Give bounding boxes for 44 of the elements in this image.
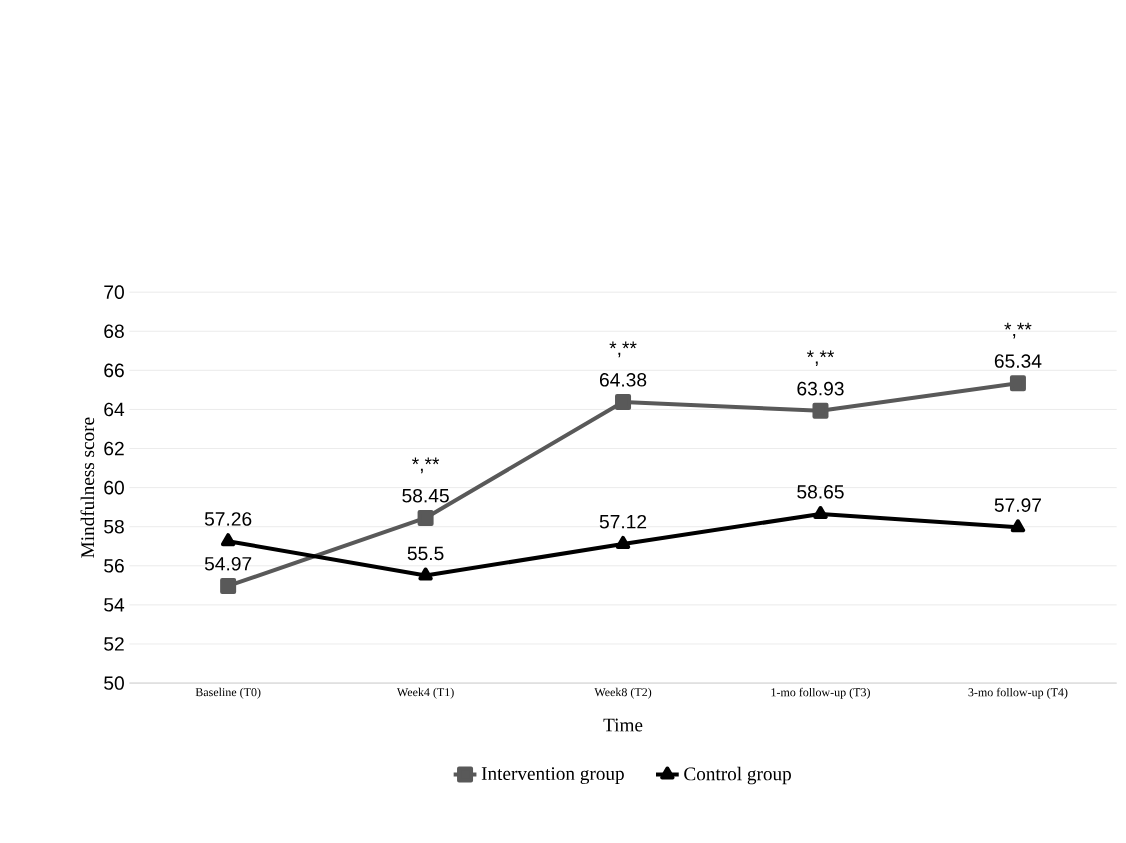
data-label: 54.97 <box>204 556 252 571</box>
y-axis-title: Mindfulness score <box>80 417 95 558</box>
y-tick-label: 70 <box>104 285 124 299</box>
annotation: *,** <box>806 350 835 366</box>
x-tick-label: 1-mo follow-up (T3) <box>771 687 870 699</box>
data-label: 65.34 <box>994 354 1042 368</box>
y-tick-label: 68 <box>104 324 124 338</box>
data-label: 64.38 <box>599 372 647 387</box>
point <box>418 567 433 581</box>
y-tick-label: 56 <box>104 558 124 573</box>
annotation: *,** <box>412 457 440 474</box>
data-label: 57.97 <box>994 498 1041 512</box>
data-label: 55.5 <box>407 546 444 561</box>
point <box>1009 375 1026 392</box>
y-tick-label: 58 <box>104 519 124 534</box>
point <box>220 533 236 547</box>
point <box>813 505 828 519</box>
x-axis-title: Time <box>603 718 643 732</box>
data-label: 63.93 <box>797 381 844 396</box>
point <box>417 509 434 526</box>
point <box>812 402 829 419</box>
data-label: 58.45 <box>402 488 449 503</box>
point <box>1010 519 1026 533</box>
legend-label: Intervention group <box>481 767 624 784</box>
annotation: *,** <box>1004 322 1032 339</box>
y-tick-label: 66 <box>104 363 124 378</box>
point <box>220 577 237 594</box>
point <box>615 393 632 410</box>
x-tick-label: Baseline (T0) <box>195 687 261 699</box>
data-label: 57.12 <box>599 514 647 529</box>
y-tick-label: 60 <box>104 480 124 495</box>
annotation: *,** <box>609 341 637 358</box>
y-tick-label: 62 <box>104 441 124 456</box>
data-label: 57.26 <box>204 512 252 526</box>
data-label: 58.65 <box>797 484 844 499</box>
x-tick-label: Week8 (T2) <box>594 687 652 699</box>
y-tick-label: 50 <box>104 676 124 690</box>
y-tick-label: 64 <box>104 402 125 417</box>
point <box>615 535 631 549</box>
x-tick-label: 3-mo follow-up (T4) <box>968 687 1068 699</box>
x-tick-label: Week4 (T1) <box>396 687 454 699</box>
legend-label: Control group <box>684 766 791 785</box>
y-tick-label: 52 <box>104 637 124 651</box>
y-tick-label: 54 <box>104 598 125 612</box>
